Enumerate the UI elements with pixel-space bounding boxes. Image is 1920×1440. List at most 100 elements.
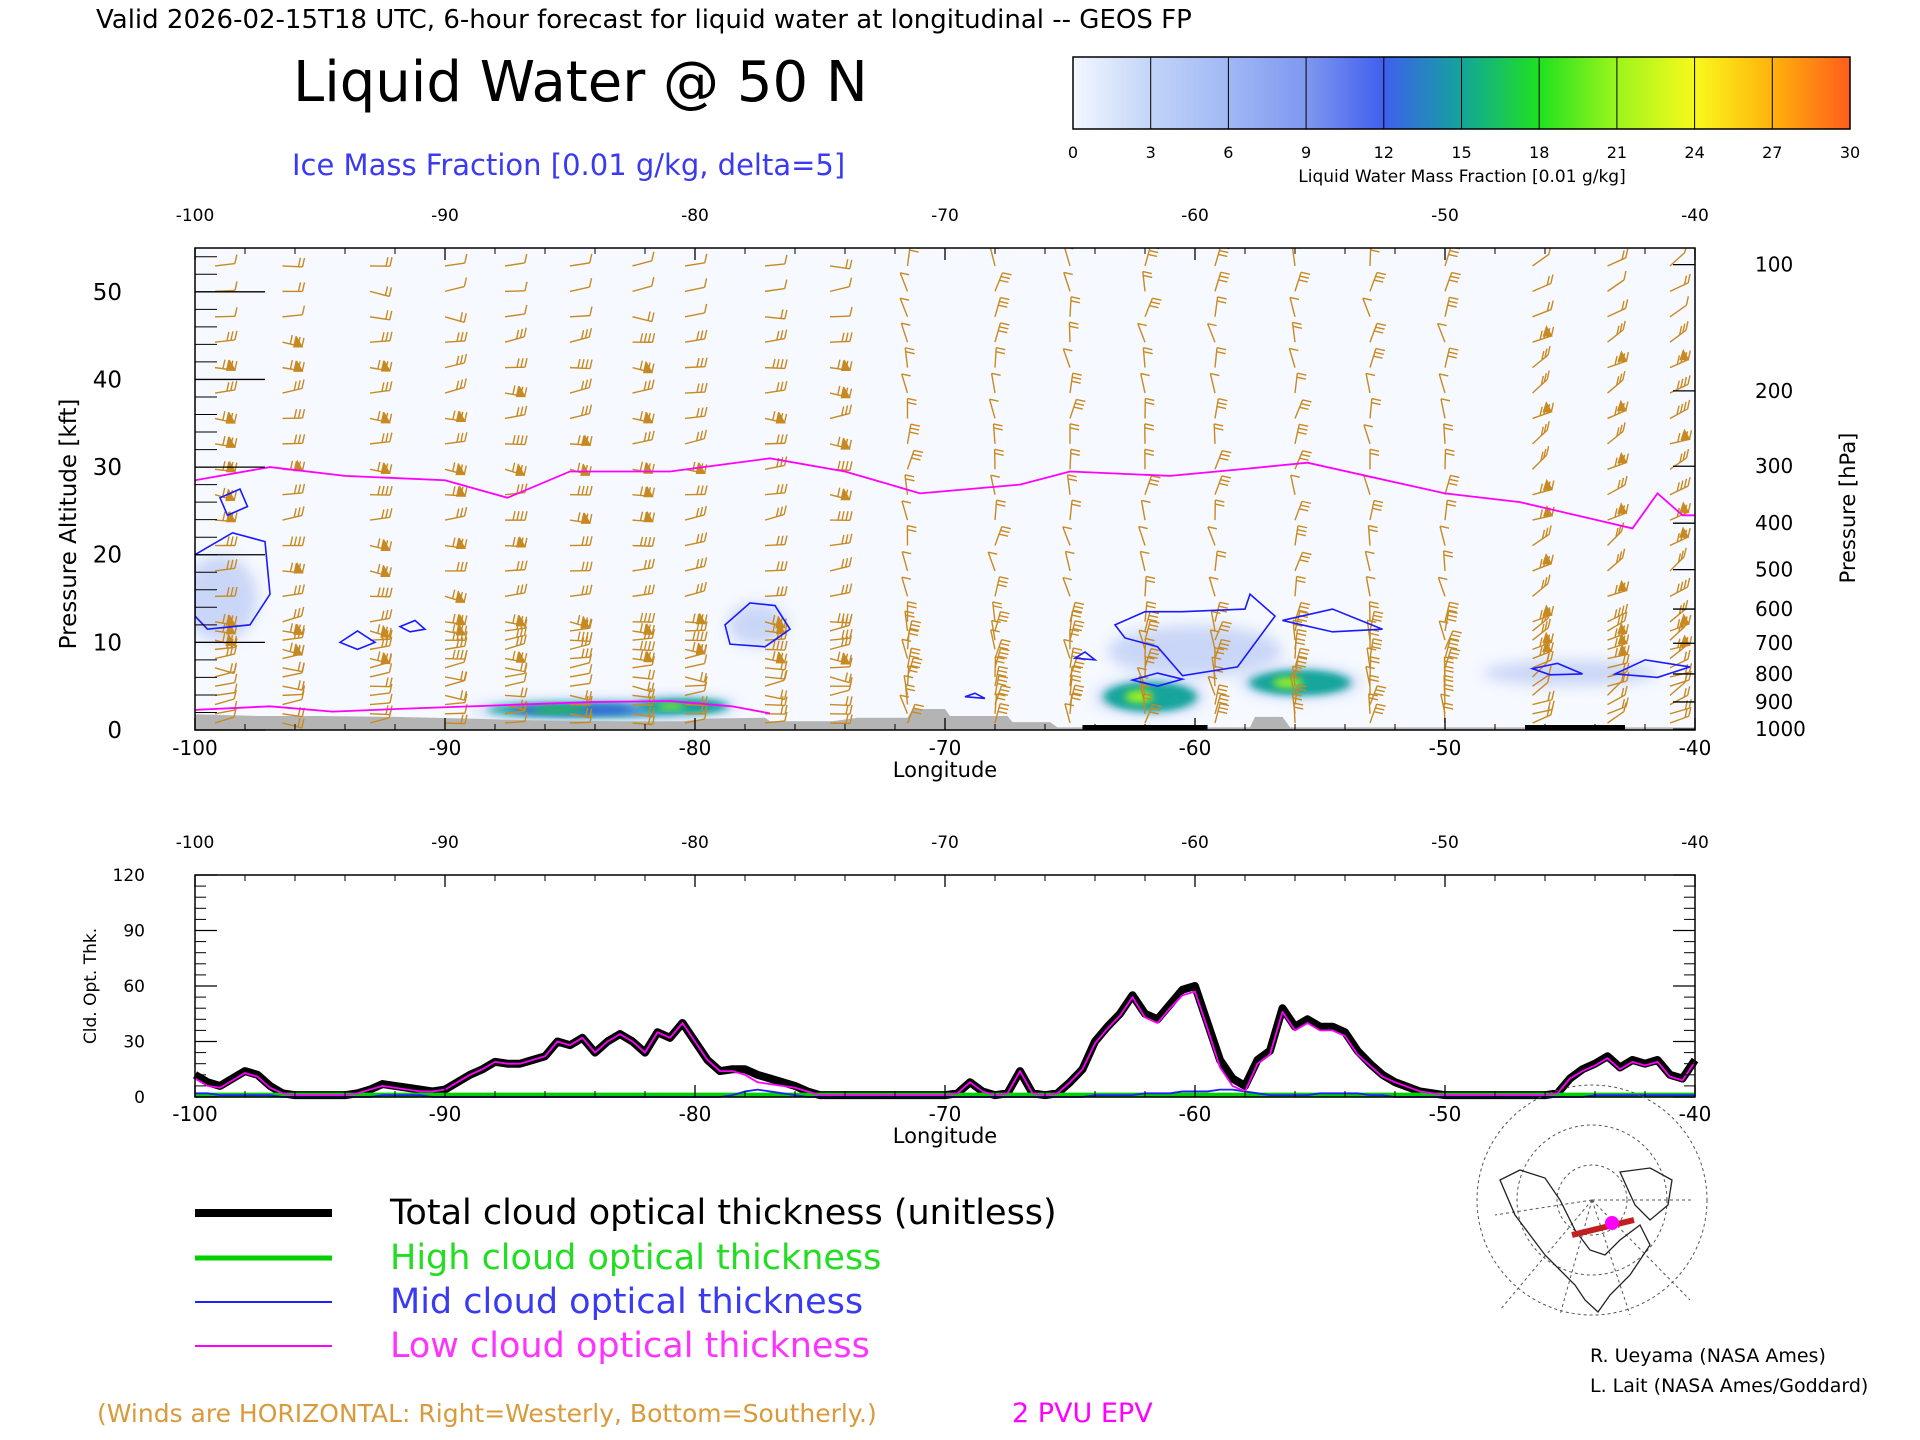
- bottom-x-tick-label-upper: -90: [431, 833, 459, 853]
- wind-barb: [369, 432, 393, 445]
- wind-barb: [632, 612, 656, 623]
- wind-barb: [684, 357, 708, 369]
- bottom-x-tick-label-upper: -100: [176, 833, 215, 853]
- wind-barb: [444, 462, 467, 476]
- bottom-x-tick-label-upper: -80: [681, 833, 709, 853]
- wind-barb: [444, 410, 468, 423]
- wind-barb: [214, 380, 238, 394]
- wind-barb: [1532, 552, 1554, 572]
- wind-barb: [444, 537, 468, 550]
- wind-barb: [1438, 373, 1449, 394]
- cross-section-panel: -100 -100 -90 -90 -80 -80 -70 -70 -60 -60 -50 -50 -4…: [56, 206, 1860, 782]
- wind-barb: [1532, 370, 1550, 394]
- wind-barb: [1144, 475, 1161, 495]
- pressure-tick-label: 900: [1755, 690, 1793, 714]
- wind-barb: [684, 532, 708, 547]
- wind-barb: [369, 508, 393, 521]
- wind-barb: [1069, 684, 1085, 705]
- wind-barb: [444, 353, 468, 369]
- wind-barb: [901, 550, 912, 572]
- wind-barb: [1444, 271, 1461, 292]
- wind-barb: [1294, 372, 1307, 394]
- wind-barb: [369, 563, 392, 578]
- wind-barb: [444, 714, 468, 725]
- wind-barb: [1532, 604, 1555, 623]
- wind-barb: [1294, 271, 1311, 292]
- colorbar-cell: [1539, 57, 1618, 129]
- wind-barb: [1069, 296, 1081, 317]
- colorbar-tick-label: 0: [1068, 143, 1078, 162]
- wind-barb: [1289, 296, 1300, 317]
- top-x-tick-label: -50: [1429, 736, 1462, 760]
- wind-barb: [1290, 474, 1300, 495]
- bottom-x-tick-label: -90: [429, 1102, 462, 1126]
- wind-barb: [214, 673, 238, 687]
- wind-barb: [632, 379, 655, 394]
- pressure-tick-label: 100: [1755, 253, 1793, 277]
- wind-barb: [764, 586, 788, 598]
- wind-barb: [1209, 372, 1220, 394]
- wind-barb: [1607, 475, 1628, 496]
- wind-barb: [504, 385, 528, 398]
- wind-barb: [282, 606, 305, 623]
- wind-barb: [444, 589, 467, 603]
- epv-line: [195, 457, 1695, 530]
- wind-barb: [829, 651, 853, 665]
- wind-barb: [632, 251, 655, 267]
- wind-barb: [504, 634, 527, 651]
- colorbar-tick-label: 18: [1529, 143, 1549, 162]
- wind-barb: [569, 253, 593, 267]
- wind-barb: [369, 359, 393, 372]
- surface-bar: [1525, 725, 1625, 730]
- wind-barb: [1532, 665, 1552, 687]
- wind-barb: [569, 584, 593, 598]
- wind-barb: [569, 647, 593, 660]
- wind-barb: [906, 647, 921, 668]
- wind-barb: [369, 461, 393, 475]
- bottom-x-tick-label-upper: -70: [931, 833, 959, 853]
- wind-barb: [369, 286, 393, 298]
- wind-barb: [829, 436, 853, 450]
- wind-barb: [369, 485, 393, 496]
- wind-barb: [994, 346, 1006, 368]
- wind-barb: [1444, 610, 1458, 632]
- wind-barb: [1294, 500, 1312, 521]
- wind-barb: [1369, 638, 1383, 659]
- ice-contour: [1072, 651, 1098, 661]
- wind-barb: [906, 601, 917, 622]
- wind-barb: [444, 506, 468, 521]
- wind-barb: [504, 462, 527, 476]
- wind-barb: [504, 583, 528, 598]
- wind-barb: [632, 360, 655, 374]
- wind-barb: [1294, 684, 1307, 705]
- wind-barb: [1607, 632, 1630, 651]
- wind-barb: [1064, 550, 1075, 572]
- wind-barb: [1444, 448, 1455, 470]
- wind-barb: [1362, 297, 1372, 318]
- wind-barb: [829, 385, 853, 399]
- wind-barb: [282, 536, 306, 547]
- wind-barb: [1144, 423, 1154, 444]
- wind-barb: [282, 305, 306, 318]
- wind-barb: [569, 277, 593, 293]
- wind-barb: [764, 380, 788, 394]
- wind-barb: [829, 332, 853, 343]
- wind-barb: [444, 331, 468, 343]
- pressure-tick-label: 400: [1755, 511, 1793, 535]
- pressure-tick-label: 1000: [1755, 717, 1806, 741]
- locator-map: [1476, 1084, 1708, 1316]
- wind-barb: [369, 609, 393, 623]
- wind-barb: [369, 587, 393, 598]
- ice-contour: [1282, 608, 1383, 633]
- wind-barb: [829, 487, 853, 501]
- bottom-x-tick-label-upper: -50: [1431, 833, 1459, 853]
- wind-barb: [1294, 551, 1312, 572]
- wind-barb: [684, 671, 708, 683]
- wind-barb: [684, 382, 708, 394]
- wind-barb: [1532, 445, 1550, 470]
- wind-barb: [1669, 399, 1691, 420]
- wind-barb: [504, 536, 528, 548]
- wind-barb: [684, 631, 708, 642]
- wind-barb: [569, 614, 592, 629]
- wind-barb: [1607, 248, 1629, 267]
